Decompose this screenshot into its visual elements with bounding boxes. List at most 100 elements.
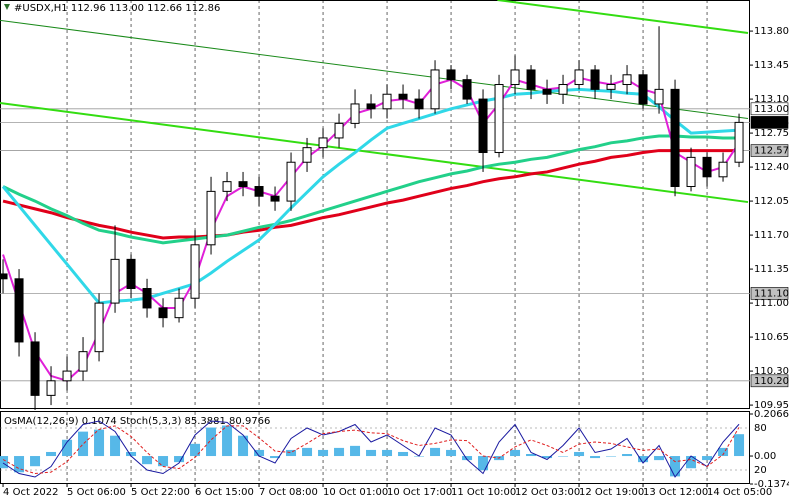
- x-tick-label: 11 Oct 10:00: [451, 487, 516, 498]
- candle-body: [190, 244, 200, 299]
- y-tick-label: 109.95: [754, 400, 789, 411]
- candle-body: [606, 84, 616, 90]
- osma-bar: [670, 456, 681, 477]
- x-tick-label: 7 Oct 08:00: [259, 487, 318, 498]
- osma-bar: [46, 451, 57, 457]
- osma-bar: [206, 427, 217, 457]
- osma-bar: [30, 456, 41, 467]
- osma-bar: [526, 454, 537, 457]
- candle-body: [542, 88, 552, 95]
- candle-body: [686, 156, 696, 188]
- x-tick-label: 5 Oct 22:00: [131, 487, 190, 498]
- osma-bar: [510, 449, 521, 457]
- candle-body: [286, 161, 296, 202]
- candle-body: [478, 98, 488, 154]
- osma-bar: [270, 456, 281, 459]
- candle-body: [446, 69, 456, 81]
- osma-bar: [462, 456, 473, 461]
- osma-bar: [558, 456, 569, 457]
- osma-bar: [478, 456, 489, 471]
- candle-body: [462, 79, 472, 100]
- osma-bar: [542, 456, 553, 459]
- osma-bar: [334, 447, 345, 457]
- y-tick-label: 0.2066: [754, 409, 789, 420]
- x-tick-label: 13 Oct 12:00: [643, 487, 708, 498]
- candle-body: [94, 302, 104, 353]
- candle-body: [526, 69, 536, 90]
- osma-bar: [302, 447, 313, 457]
- candle-body: [158, 307, 168, 319]
- x-tick-label: 12 Oct 19:00: [579, 487, 644, 498]
- osma-bar: [430, 447, 441, 457]
- candle-body: [14, 278, 24, 343]
- y-tick-label: 111.00: [754, 298, 789, 309]
- osma-bar: [78, 431, 89, 457]
- candle-body: [558, 84, 568, 95]
- candle-body: [366, 103, 376, 110]
- osma-bar: [686, 456, 697, 469]
- trendline: [0, 101, 749, 204]
- candle-body: [638, 74, 648, 105]
- osma-bar: [638, 456, 649, 463]
- osma-bar: [574, 451, 585, 457]
- osma-bar: [62, 439, 73, 457]
- level-box: [750, 287, 789, 300]
- osma-bar: [398, 451, 409, 457]
- candle-body: [718, 161, 728, 178]
- x-tick-label: 12 Oct 03:00: [515, 487, 580, 498]
- trendline: [497, 0, 749, 35]
- candle-body: [206, 190, 216, 246]
- y-tick-label: 113.10: [754, 94, 789, 105]
- candle-body: [334, 122, 344, 139]
- y-tick-label: 111.35: [754, 264, 789, 275]
- candle-body: [318, 137, 328, 149]
- oscillator-panel: [0, 411, 750, 484]
- candle-body: [574, 69, 584, 86]
- candle-body: [510, 69, 520, 86]
- candle-body: [430, 69, 440, 110]
- y-tick-label: -0.1374: [754, 479, 789, 490]
- candle-body: [46, 380, 56, 396]
- osma-bar: [366, 449, 377, 457]
- osma-bar: [734, 434, 745, 457]
- level-box: [750, 116, 789, 129]
- candle-body: [78, 351, 88, 372]
- candle-body: [142, 288, 152, 309]
- candle-body: [222, 181, 232, 192]
- y-tick-label: 112.75: [754, 128, 789, 139]
- candle-body: [174, 297, 184, 319]
- candle-body: [126, 258, 136, 290]
- osma-bar: [0, 456, 9, 469]
- candle-body: [254, 186, 264, 197]
- candle-body: [622, 74, 632, 86]
- candle-body: [62, 370, 72, 382]
- y2-tick-label: 80: [754, 423, 767, 434]
- osma-bar: [174, 456, 185, 463]
- candle-body: [414, 98, 424, 110]
- osma-bar: [110, 435, 121, 457]
- candle-body: [0, 273, 8, 280]
- osma-bar: [126, 451, 137, 457]
- y-tick-label: 110.65: [754, 332, 789, 343]
- candle-body: [398, 93, 408, 100]
- moving-average: [1, 87, 740, 305]
- moving-average: [2, 134, 740, 245]
- osma-bar: [382, 449, 393, 457]
- osma-bar: [222, 425, 233, 457]
- osma-bar: [94, 429, 105, 457]
- candle-body: [238, 181, 248, 188]
- x-tick-label: 5 Oct 06:00: [67, 487, 126, 498]
- chart-title: #USDX,H1 112.96 113.00 112.66 112.86: [14, 3, 220, 14]
- x-tick-label: 6 Oct 15:00: [195, 487, 254, 498]
- moving-average: [2, 149, 740, 240]
- osma-bar: [350, 445, 361, 457]
- level-label: 110.20: [754, 376, 789, 387]
- candle-body: [350, 103, 360, 124]
- level-label: 113.00: [754, 104, 789, 115]
- main-panel: [0, 0, 750, 409]
- candle-body: [702, 156, 712, 178]
- osma-bar: [606, 456, 617, 457]
- osma-bar: [286, 449, 297, 457]
- candle-body: [670, 88, 680, 188]
